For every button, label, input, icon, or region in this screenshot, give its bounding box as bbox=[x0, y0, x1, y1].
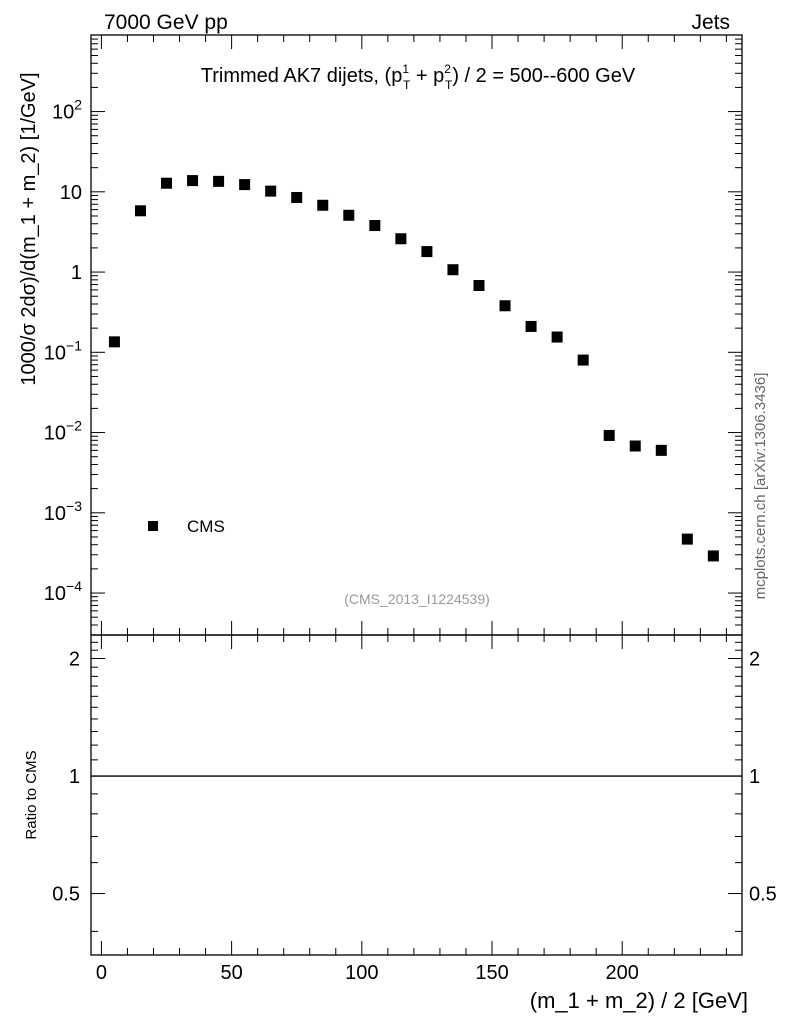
main-y-tick-label: 10−1 bbox=[44, 337, 82, 364]
main-panel: 10−4 10−3 10−2 10−1 1 10 102 Trimmed AK7 dijet… bbox=[18, 34, 743, 636]
legend-marker bbox=[148, 521, 158, 531]
data-point bbox=[629, 440, 641, 452]
ratio-y-tick-label: 2 bbox=[69, 648, 80, 670]
ratio-x-ticks bbox=[100, 635, 727, 955]
data-point bbox=[265, 185, 277, 197]
main-panel-frame bbox=[90, 34, 743, 636]
ratio-y-ticks bbox=[91, 641, 742, 932]
ratio-panel: 0.5 0.5 1 1 2 2 0 50 100 150 200 Ratio to CMS (m_… bbox=[23, 634, 777, 1013]
data-point bbox=[395, 233, 407, 245]
main-y-tick-labels: 10−4 10−3 10−2 10−1 1 10 102 bbox=[44, 97, 82, 605]
x-tick-label: 50 bbox=[220, 962, 242, 984]
ratio-y-axis-label: Ratio to CMS bbox=[23, 750, 40, 839]
main-y-tick-label: 10−4 bbox=[44, 578, 82, 605]
data-point bbox=[161, 177, 173, 189]
chart-title: Trimmed AK7 dijets, (p1 T + p2 T) / 2 = 50… bbox=[201, 62, 636, 92]
ratio-y-tick-label-right: 0.5 bbox=[749, 884, 777, 906]
data-point bbox=[499, 300, 511, 312]
legend: CMS bbox=[148, 517, 225, 536]
header-right: Jets bbox=[691, 11, 730, 34]
data-point bbox=[134, 205, 146, 217]
data-point bbox=[343, 209, 355, 221]
data-point bbox=[473, 280, 485, 292]
ratio-y-tick-label-right: 1 bbox=[749, 766, 760, 788]
main-y-tick-label: 10 bbox=[60, 182, 82, 204]
cms-data-points bbox=[108, 175, 719, 562]
data-point bbox=[577, 354, 589, 366]
x-tick-label: 200 bbox=[606, 962, 639, 984]
ratio-panel-frame bbox=[90, 634, 743, 956]
main-y-tick-label: 1 bbox=[71, 262, 82, 284]
data-point bbox=[108, 336, 120, 348]
data-point bbox=[655, 444, 667, 456]
main-y-tick-label: 10−2 bbox=[44, 418, 82, 445]
x-axis-label: (m_1 + m_2) / 2 [GeV] bbox=[530, 988, 748, 1013]
ratio-y-tick-labels: 0.5 0.5 1 1 2 2 bbox=[52, 648, 777, 905]
header-left: 7000 GeV pp bbox=[104, 11, 228, 34]
data-point bbox=[369, 220, 381, 232]
ratio-y-tick-label: 1 bbox=[69, 766, 80, 788]
data-point bbox=[239, 179, 251, 191]
data-point bbox=[213, 175, 225, 187]
main-x-ticks bbox=[100, 35, 727, 635]
data-point bbox=[421, 246, 433, 258]
data-point bbox=[317, 199, 329, 211]
side-note: mcplots.cern.ch [arXiv:1306.3436] bbox=[752, 373, 769, 600]
x-tick-label: 100 bbox=[345, 962, 378, 984]
legend-label: CMS bbox=[187, 517, 225, 536]
main-y-axis-label: 1000/σ 2dσ)/d(m_1 + m_2) [1/GeV] bbox=[18, 72, 40, 385]
data-point bbox=[551, 331, 563, 343]
ratio-y-tick-label-right: 2 bbox=[749, 648, 760, 670]
data-point bbox=[291, 191, 303, 203]
x-tick-label: 150 bbox=[475, 962, 508, 984]
x-tick-labels: 0 50 100 150 200 bbox=[96, 962, 639, 984]
data-point bbox=[603, 429, 615, 441]
data-point bbox=[187, 175, 199, 187]
data-point bbox=[681, 533, 693, 545]
ratio-y-tick-label: 0.5 bbox=[52, 884, 80, 906]
data-point bbox=[707, 550, 719, 562]
analysis-id: (CMS_2013_I1224539) bbox=[344, 591, 490, 607]
main-y-tick-label: 10−3 bbox=[44, 498, 82, 525]
data-point bbox=[525, 320, 537, 332]
main-y-ticks bbox=[91, 34, 742, 636]
data-point bbox=[447, 264, 459, 276]
main-y-tick-label: 102 bbox=[52, 97, 82, 124]
x-tick-label: 0 bbox=[96, 962, 107, 984]
